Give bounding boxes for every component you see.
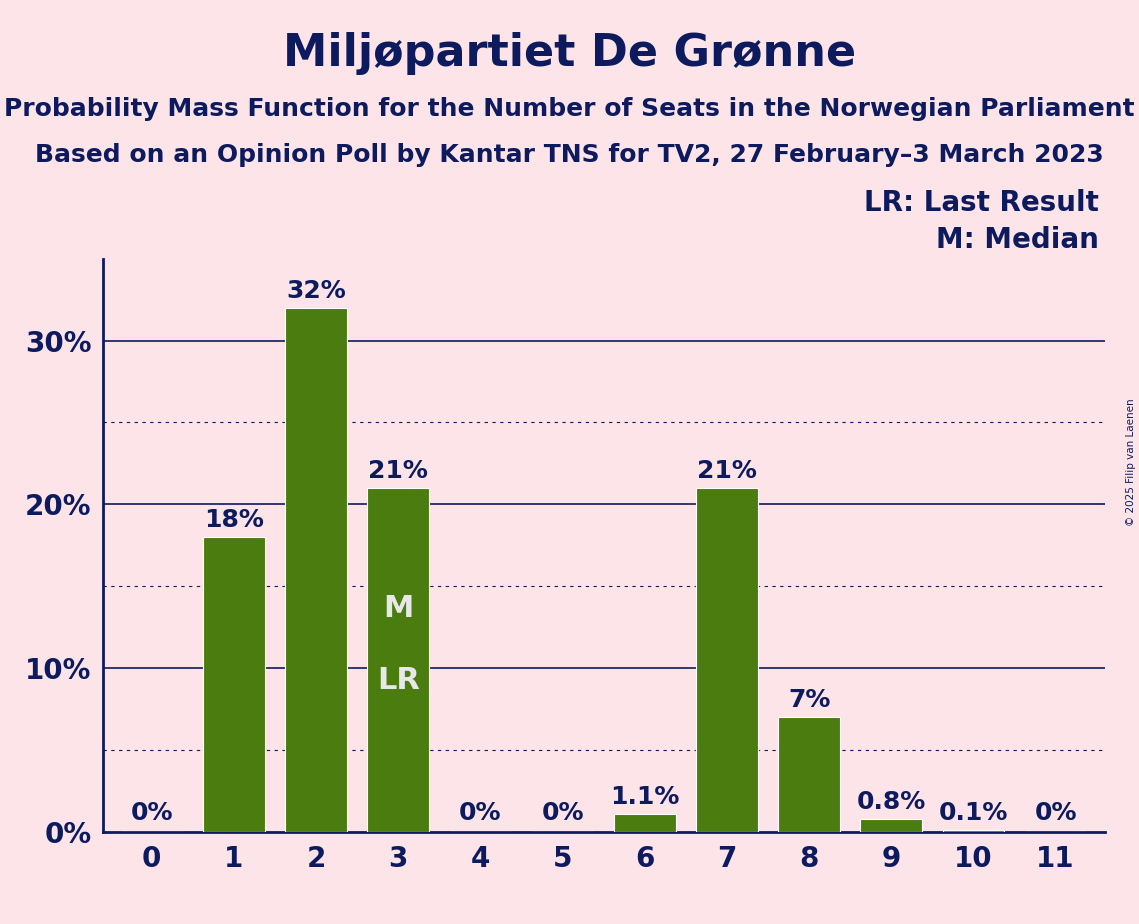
- Bar: [860, 819, 923, 832]
- Bar: [203, 537, 264, 832]
- Text: 0%: 0%: [131, 801, 173, 825]
- Text: 0.8%: 0.8%: [857, 790, 926, 814]
- Text: Probability Mass Function for the Number of Seats in the Norwegian Parliament: Probability Mass Function for the Number…: [5, 97, 1134, 121]
- Text: 7%: 7%: [788, 688, 830, 712]
- Text: M: M: [383, 594, 413, 623]
- Text: Based on an Opinion Poll by Kantar TNS for TV2, 27 February–3 March 2023: Based on an Opinion Poll by Kantar TNS f…: [35, 143, 1104, 167]
- Bar: [778, 717, 839, 832]
- Text: 0%: 0%: [459, 801, 501, 825]
- Text: LR: LR: [377, 666, 419, 695]
- Bar: [943, 830, 1005, 832]
- Bar: [614, 814, 675, 832]
- Text: 18%: 18%: [204, 508, 264, 532]
- Text: 1.1%: 1.1%: [611, 784, 680, 808]
- Text: © 2025 Filip van Laenen: © 2025 Filip van Laenen: [1126, 398, 1136, 526]
- Bar: [368, 488, 429, 832]
- Text: Miljøpartiet De Grønne: Miljøpartiet De Grønne: [282, 32, 857, 76]
- Text: 21%: 21%: [368, 459, 428, 483]
- Text: 0%: 0%: [1034, 801, 1076, 825]
- Text: 0.1%: 0.1%: [939, 801, 1008, 825]
- Text: 21%: 21%: [697, 459, 756, 483]
- Bar: [285, 308, 347, 832]
- Text: 32%: 32%: [286, 279, 346, 303]
- Text: 0%: 0%: [541, 801, 584, 825]
- Text: LR: Last Result: LR: Last Result: [865, 189, 1099, 217]
- Text: M: Median: M: Median: [936, 226, 1099, 254]
- Bar: [696, 488, 757, 832]
